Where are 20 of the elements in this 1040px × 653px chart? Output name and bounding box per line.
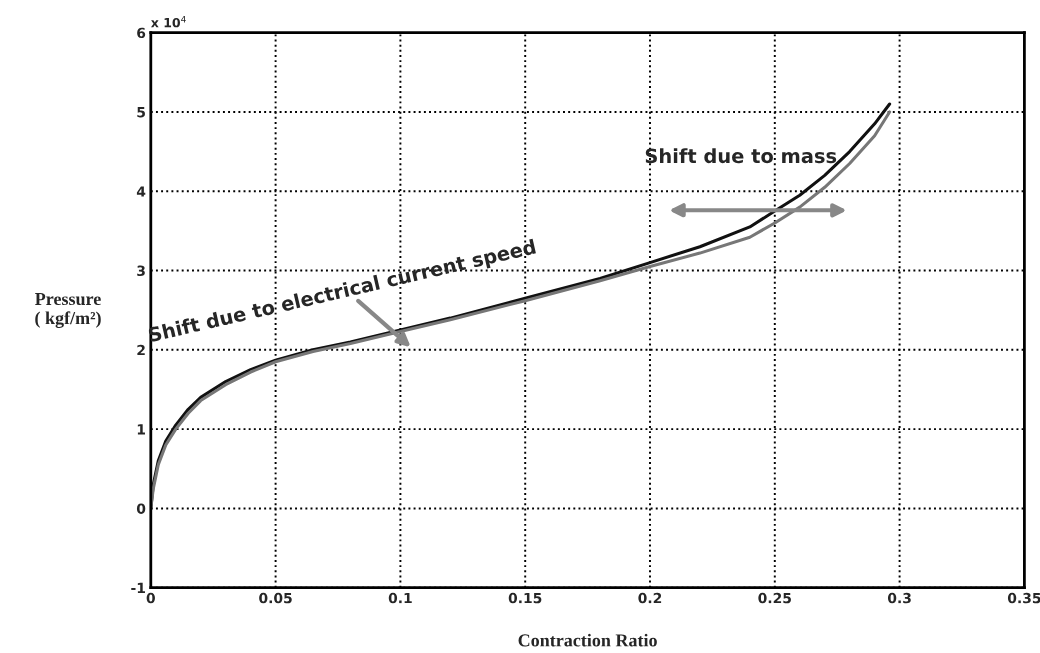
- annotation: Shift due to mass: [645, 148, 837, 164]
- x-tick-label: 0: [146, 592, 155, 604]
- x-tick-label: 0.35: [1007, 592, 1040, 604]
- y-tick-label: 2: [137, 344, 145, 356]
- y-tick-label: 4: [136, 186, 146, 197]
- x-tick-label: 0.15: [508, 592, 542, 604]
- x-tick-label: 0.05: [259, 592, 292, 604]
- y-tick-label: 6: [137, 27, 146, 39]
- y-tick-label: 1: [137, 424, 145, 435]
- x-tick-label: 0.25: [758, 592, 791, 604]
- x-tick-label: 0.3: [887, 592, 911, 604]
- x-tick-label: 0.2: [638, 592, 662, 604]
- y-tick-label: 0: [136, 503, 146, 514]
- x-axis-title: Contraction Ratio: [518, 633, 657, 647]
- y-tick-label: 3: [137, 265, 145, 276]
- y-axis-title: Pressure ( kgf/m²): [35, 293, 101, 328]
- y-tick-label: -1: [131, 582, 145, 593]
- x-tick-label: 0.1: [388, 592, 412, 604]
- text: x 10$^{4}$: [150, 16, 186, 28]
- y-tick-label: 5: [137, 107, 145, 118]
